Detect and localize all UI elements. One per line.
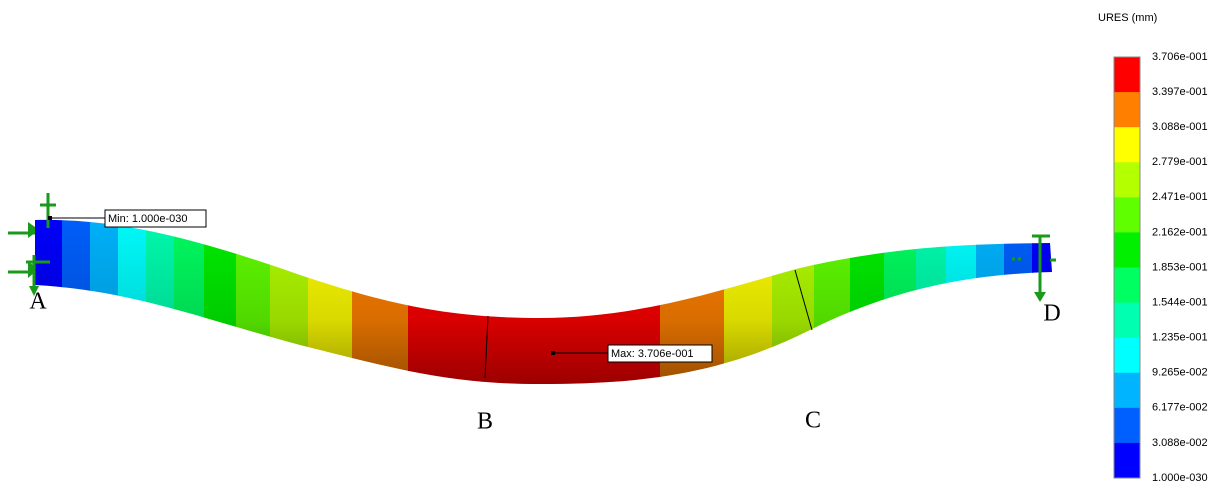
legend-band <box>1114 408 1140 444</box>
legend-band <box>1114 443 1140 479</box>
legend-label: 2.162e-001 <box>1152 226 1208 238</box>
legend-band <box>1114 303 1140 339</box>
legend-label: 2.471e-001 <box>1152 191 1208 203</box>
probe <box>48 216 52 220</box>
contour-band <box>1004 200 1033 400</box>
point-label: D <box>1043 301 1060 327</box>
point-label: A <box>29 289 47 315</box>
legend-label: 6.177e-002 <box>1152 402 1208 414</box>
contour-band <box>946 200 977 400</box>
beam <box>30 200 1061 400</box>
point-label: B <box>477 409 493 435</box>
legend-label: 3.397e-001 <box>1152 86 1208 98</box>
legend-band <box>1114 127 1140 163</box>
legend-title: URES (mm) <box>1098 12 1157 24</box>
legend-band <box>1114 162 1140 198</box>
legend-label: 1.235e-001 <box>1152 332 1208 344</box>
legend-label: 1.000e-030 <box>1152 472 1208 483</box>
legend-band <box>1114 232 1140 268</box>
contour-band <box>916 200 947 400</box>
legend-band <box>1114 92 1140 128</box>
legend: 3.706e-001 3.397e-001 3.088e-001 2.779e-001… <box>1114 51 1208 483</box>
legend-label: 9.265e-002 <box>1152 367 1208 379</box>
legend-label: 3.088e-002 <box>1152 437 1208 449</box>
legend-band <box>1114 338 1140 374</box>
min-label: Min: 1.000e-030 <box>108 213 188 225</box>
legend-label: 3.706e-001 <box>1152 51 1208 63</box>
shading <box>30 200 1061 400</box>
legend-label: 3.088e-001 <box>1152 121 1208 133</box>
legend-band <box>1114 197 1140 233</box>
legend-label: 1.853e-001 <box>1152 261 1208 273</box>
legend-band <box>1114 268 1140 304</box>
probe <box>551 351 555 355</box>
legend-band <box>1114 373 1140 409</box>
legend-label: 1.544e-001 <box>1152 296 1208 308</box>
contour-band <box>884 200 917 400</box>
point-label: C <box>805 408 821 434</box>
legend-label: 2.779e-001 <box>1152 156 1208 168</box>
legend-band <box>1114 57 1140 93</box>
result-plot: Min: 1.000e-030 Max: 3.706e-001 A B C D … <box>0 0 1231 483</box>
max-label: Max: 3.706e-001 <box>611 348 694 360</box>
contour-band <box>976 200 1005 400</box>
